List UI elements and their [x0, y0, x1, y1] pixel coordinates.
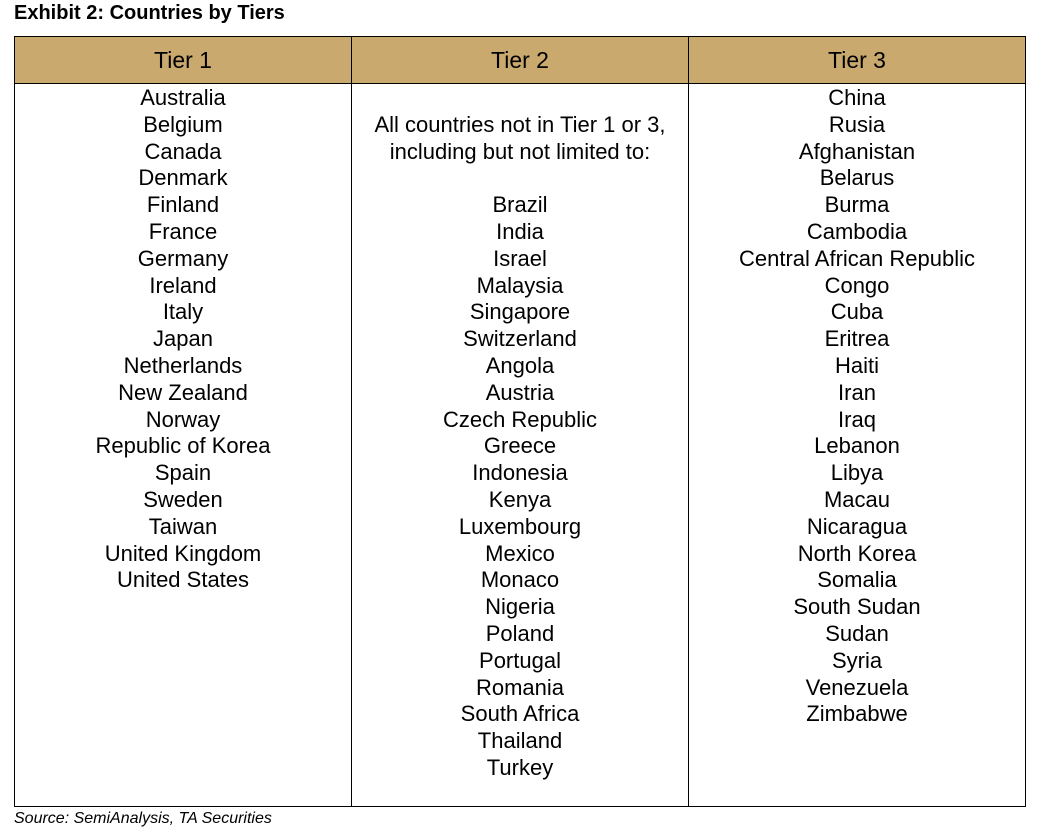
country: Belgium: [143, 111, 223, 137]
country: South Africa: [460, 701, 580, 727]
tier-column: Tier 2 All countries not in Tier 1 or 3,…: [352, 37, 689, 806]
country: Nigeria: [485, 594, 555, 620]
country: Zimbabwe: [806, 701, 908, 727]
column-body: All countries not in Tier 1 or 3, includ…: [352, 84, 688, 782]
country: Rusia: [828, 111, 886, 137]
country: Cambodia: [806, 218, 908, 244]
country: Somalia: [817, 567, 897, 593]
country: Australia: [140, 85, 226, 110]
country: Syria: [831, 647, 883, 673]
column-body: Australia Belgium Canada Denmark Finland Fran…: [15, 84, 351, 594]
country: Netherlands: [123, 352, 243, 378]
country: Iraq: [838, 406, 876, 432]
country: Congo: [824, 272, 890, 298]
country: Iran: [838, 379, 876, 405]
country: Sweden: [143, 486, 223, 512]
country: Nicaragua: [806, 513, 908, 539]
country: Belarus: [819, 165, 895, 191]
country: Czech Republic: [442, 406, 598, 432]
country: Germany: [137, 245, 229, 271]
country: North Korea: [797, 540, 917, 566]
country: Cuba: [830, 299, 884, 325]
country: Sudan: [825, 620, 889, 646]
country: Burma: [824, 192, 890, 218]
country: Macau: [823, 486, 891, 512]
country: Norway: [145, 406, 221, 432]
country: Thailand: [477, 728, 563, 754]
country: Greece: [483, 433, 557, 459]
tier-column: Tier 1 Australia Belgium Canada Denmark Finl…: [15, 37, 352, 806]
country: Italy: [162, 299, 204, 325]
country: Venezuela: [805, 674, 909, 700]
country: Singapore: [469, 299, 571, 325]
country: Israel: [493, 245, 547, 271]
column-header: Tier 2: [352, 37, 688, 84]
country: Brazil: [492, 192, 548, 218]
country: Taiwan: [148, 513, 218, 539]
country: Eritrea: [824, 326, 890, 352]
tier-note: All countries not in Tier 1 or 3, includ…: [374, 111, 666, 164]
country: Central African Republic: [738, 245, 975, 271]
country: Luxembourg: [458, 513, 582, 539]
country: China: [828, 85, 886, 110]
country: Romania: [475, 674, 565, 700]
tier-column: Tier 3 China Rusia Afghanistan Belarus Burma…: [689, 37, 1025, 806]
country: Monaco: [480, 567, 560, 593]
country: Mexico: [485, 540, 555, 566]
tier-table: Tier 1 Australia Belgium Canada Denmark Finl…: [14, 36, 1026, 807]
country: Turkey: [486, 754, 554, 780]
country: United Kingdom: [104, 540, 262, 566]
country: Canada: [144, 138, 222, 164]
country: Lebanon: [814, 433, 900, 459]
country: South Sudan: [793, 594, 921, 620]
country: Indonesia: [472, 460, 568, 486]
country: Portugal: [479, 647, 561, 673]
country: Haiti: [834, 352, 879, 378]
source-note: Source: SemiAnalysis, TA Securities: [14, 810, 272, 827]
country: Kenya: [488, 486, 552, 512]
column-body: China Rusia Afghanistan Belarus Burma Cambodi…: [689, 84, 1025, 728]
country: Republic of Korea: [95, 433, 271, 459]
country: United States: [116, 567, 250, 593]
country: New Zealand: [118, 379, 248, 405]
country: Denmark: [138, 165, 228, 191]
country: Malaysia: [476, 272, 564, 298]
exhibit-title: Exhibit 2: Countries by Tiers: [14, 2, 285, 24]
country: Libya: [830, 460, 884, 486]
country: Japan: [153, 326, 213, 352]
country: India: [496, 218, 544, 244]
column-header: Tier 1: [15, 37, 351, 84]
country: Switzerland: [463, 326, 577, 352]
country: Ireland: [149, 272, 217, 298]
country: Afghanistan: [798, 138, 916, 164]
country: Poland: [485, 620, 555, 646]
country: Spain: [154, 460, 212, 486]
country: Finland: [146, 192, 220, 218]
country: Austria: [485, 379, 555, 405]
country: Angola: [485, 352, 555, 378]
column-header: Tier 3: [689, 37, 1025, 84]
country: France: [148, 218, 218, 244]
